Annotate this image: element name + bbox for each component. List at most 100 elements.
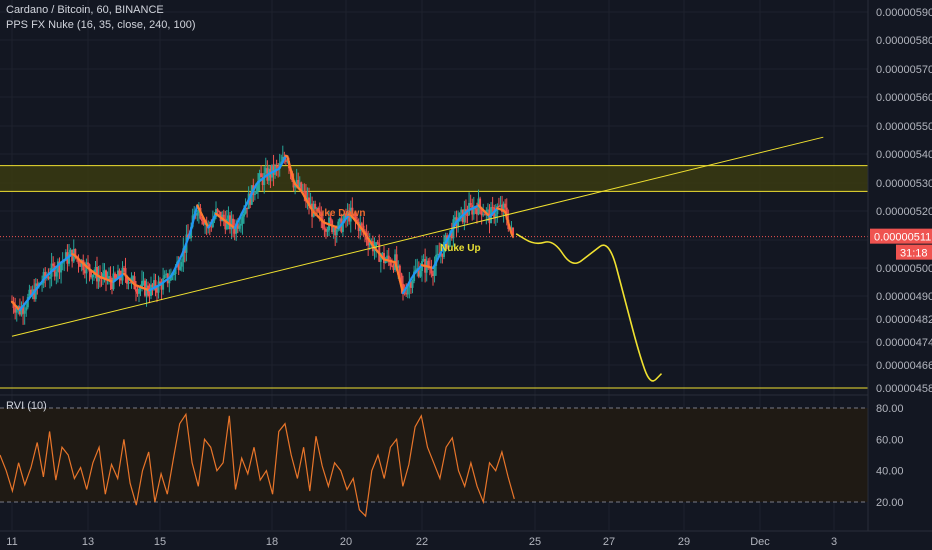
candle-body [230, 218, 233, 230]
candle-body [241, 216, 244, 224]
candle-body [375, 242, 378, 249]
candle-body [427, 260, 430, 268]
candle-body [55, 271, 58, 277]
candle-body [22, 306, 25, 314]
candle-body [303, 191, 306, 193]
candle-body [386, 255, 389, 261]
candle-body [326, 230, 329, 232]
candle-body [33, 289, 36, 300]
candle-body [389, 259, 392, 266]
candle-body [483, 214, 486, 216]
candle-body [30, 289, 32, 296]
price-tick-label: 0.00000540 [876, 149, 932, 161]
candle-body [368, 242, 371, 246]
rvi-band-fill [0, 408, 868, 502]
candle-body [201, 218, 203, 221]
candle-body [138, 289, 140, 294]
candle-body [392, 265, 395, 270]
projection-path[interactable] [515, 233, 663, 382]
candle-body [165, 273, 168, 276]
candle-body [431, 273, 434, 277]
candle-body [400, 273, 403, 284]
rvi-tick-label: 40.00 [876, 466, 904, 478]
signal-labels: Nuke Down Nuke Up [311, 208, 481, 254]
candle-body [135, 289, 137, 292]
candle-body [472, 206, 475, 215]
candle-body [376, 242, 379, 244]
rvi-tick-label: 20.00 [876, 497, 904, 509]
candle-body [157, 281, 160, 293]
candle-body [272, 164, 275, 175]
resistance-zone[interactable] [0, 165, 868, 192]
candle-body [411, 281, 414, 288]
candle-body [160, 282, 163, 290]
candle-body [354, 214, 357, 220]
nuke-down-label: Nuke Down [311, 208, 365, 219]
time-tick-label: 20 [340, 536, 352, 548]
nuke-line-segment [398, 279, 403, 288]
candle-body [74, 248, 77, 257]
candle-body [103, 270, 106, 274]
candle-body [304, 191, 307, 202]
candle-body [348, 212, 351, 222]
price-scale[interactable]: 0.00000590 0.00000580 0.00000570 0.00000560… [867, 0, 932, 550]
time-tick-label: 15 [154, 536, 166, 548]
candle-body [499, 204, 502, 207]
candle-body [64, 252, 67, 261]
candle-body [179, 266, 182, 270]
countdown-tag [896, 244, 932, 260]
candle-body [49, 276, 51, 279]
candle-body [249, 193, 252, 205]
candle-body [360, 223, 363, 226]
candle-body [450, 230, 453, 239]
time-axis[interactable]: 11 13 15 18 20 22 25 27 29 Dec 3 [0, 530, 932, 550]
candle-body [177, 261, 180, 270]
candle-body [211, 220, 214, 227]
candle-body [444, 235, 447, 242]
candle-body [379, 256, 382, 262]
price-tick-label: 0.00000530 [876, 178, 932, 190]
candle-body [384, 260, 387, 264]
candle-body [314, 203, 317, 209]
price-tick-label: 0.00000482 [876, 314, 932, 326]
rvi-line [0, 412, 515, 518]
chart-title: Cardano / Bitcoin, 60, BINANCE [6, 4, 164, 16]
candle-body [471, 205, 474, 215]
candle-body [502, 203, 505, 212]
user-drawings[interactable] [0, 136, 868, 389]
candle-body [324, 228, 327, 232]
candle-body [239, 223, 242, 226]
candle-body [162, 278, 165, 290]
candle-body [180, 262, 183, 267]
candle-body [36, 283, 39, 287]
candle-body [202, 220, 205, 225]
indicator-title: PPS FX Nuke (16, 35, close, 240, 100) [6, 19, 196, 31]
candle-body [105, 270, 107, 281]
resistance-zone-fill[interactable] [0, 165, 868, 192]
candle-body [298, 182, 301, 188]
candle-body [151, 284, 154, 288]
candle-body [264, 168, 267, 173]
candle-body [127, 282, 130, 284]
candle-body [395, 254, 398, 268]
candle-body [68, 253, 70, 264]
candle-body [253, 193, 256, 196]
time-tick-label: 29 [678, 536, 690, 548]
price-tick-label: 0.00000560 [876, 92, 932, 104]
candle-body [133, 276, 136, 290]
candle-body [463, 209, 466, 223]
candle-body [263, 172, 266, 186]
candle-body [457, 221, 460, 227]
candle-body [417, 268, 420, 277]
candle-body [23, 310, 26, 314]
time-tick-label: 11 [6, 536, 17, 548]
candle-body [362, 225, 365, 232]
time-tick-label: 22 [416, 536, 428, 548]
candle-body [14, 307, 17, 313]
candle-body [315, 208, 318, 210]
candle-body [494, 213, 497, 218]
rvi-pane[interactable] [0, 407, 868, 518]
candle-body [141, 281, 143, 288]
candle-body [318, 211, 321, 213]
